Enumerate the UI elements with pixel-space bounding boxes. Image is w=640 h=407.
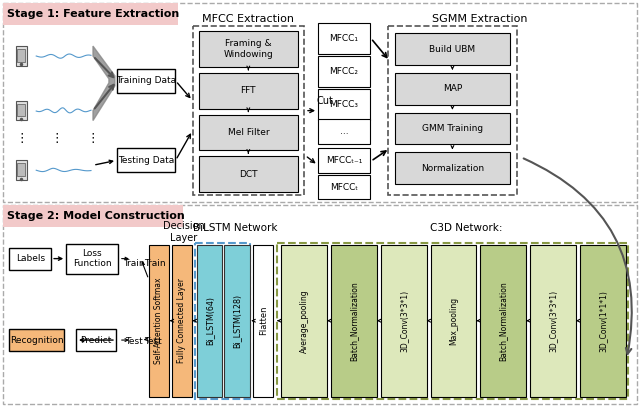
- Text: ⋮: ⋮: [87, 132, 99, 145]
- Text: Labels: Labels: [16, 254, 45, 263]
- Text: ⋮: ⋮: [50, 132, 63, 145]
- Bar: [318, 118, 370, 144]
- Bar: [253, 245, 273, 397]
- Bar: [198, 73, 298, 109]
- Text: ...: ...: [340, 127, 348, 136]
- Bar: [17, 163, 26, 176]
- Text: SGMM Extraction: SGMM Extraction: [431, 14, 527, 24]
- Bar: [318, 23, 370, 54]
- Text: C3D Network:: C3D Network:: [429, 223, 502, 233]
- Bar: [16, 160, 27, 180]
- Text: Test: Test: [144, 337, 161, 346]
- Text: Bi_LSTM(128): Bi_LSTM(128): [233, 293, 242, 348]
- Polygon shape: [93, 46, 115, 120]
- Text: 3D_Conv(3*3*1): 3D_Conv(3*3*1): [399, 290, 408, 352]
- Text: MFCC₂: MFCC₂: [330, 67, 358, 76]
- Bar: [431, 245, 476, 397]
- Text: Self-Attention Softmax: Self-Attention Softmax: [154, 278, 163, 364]
- Text: Loss
Function: Loss Function: [73, 249, 111, 268]
- Bar: [198, 31, 298, 67]
- Bar: [172, 245, 191, 397]
- Text: Batch_Normalization: Batch_Normalization: [349, 281, 358, 361]
- Text: MFCCₜ₋₁: MFCCₜ₋₁: [326, 156, 362, 165]
- Bar: [318, 149, 370, 173]
- Text: Framing &
Windowing: Framing & Windowing: [223, 39, 273, 59]
- Bar: [225, 245, 250, 397]
- Bar: [381, 245, 426, 397]
- Text: Flatten: Flatten: [259, 306, 268, 335]
- Bar: [148, 245, 169, 397]
- Text: Stage 2: Model Construction: Stage 2: Model Construction: [8, 211, 185, 221]
- Text: 3D_Conv(1*1*1): 3D_Conv(1*1*1): [598, 290, 607, 352]
- Bar: [10, 248, 51, 269]
- Bar: [3, 205, 182, 227]
- Text: Training Data: Training Data: [116, 77, 176, 85]
- Text: Batch_Normalization: Batch_Normalization: [499, 281, 508, 361]
- Text: ⋮: ⋮: [15, 132, 28, 145]
- Bar: [277, 243, 628, 399]
- Bar: [480, 245, 526, 397]
- Text: Testing Data: Testing Data: [118, 156, 174, 165]
- Text: Fully Connected Layer: Fully Connected Layer: [177, 278, 186, 363]
- Text: Cut: Cut: [317, 96, 333, 106]
- Text: Test: Test: [125, 337, 143, 346]
- Bar: [193, 26, 304, 195]
- Bar: [196, 245, 223, 397]
- Text: FFT: FFT: [241, 86, 256, 95]
- Text: MFCCₜ: MFCCₜ: [330, 183, 358, 192]
- Bar: [318, 89, 370, 120]
- Text: Build UBM: Build UBM: [429, 44, 476, 54]
- Bar: [117, 149, 175, 172]
- Text: DCT: DCT: [239, 170, 257, 179]
- Text: Average_pooling: Average_pooling: [300, 289, 308, 352]
- Text: Bi_LSTM(64): Bi_LSTM(64): [205, 296, 214, 345]
- Text: MFCC Extraction: MFCC Extraction: [202, 14, 294, 24]
- Bar: [318, 56, 370, 87]
- Bar: [66, 244, 118, 274]
- Bar: [3, 3, 637, 202]
- Bar: [281, 245, 327, 397]
- Bar: [16, 101, 27, 120]
- Text: Normalization: Normalization: [421, 164, 484, 173]
- Text: MFCC₃: MFCC₃: [330, 100, 358, 109]
- Text: Stage 1: Feature Extraction: Stage 1: Feature Extraction: [8, 9, 180, 19]
- Bar: [117, 69, 175, 93]
- Bar: [395, 73, 510, 105]
- Bar: [195, 243, 250, 399]
- Text: 3D_Conv(3*3*1): 3D_Conv(3*3*1): [548, 290, 557, 352]
- Bar: [3, 3, 178, 25]
- Bar: [17, 104, 26, 116]
- Text: MAP: MAP: [443, 84, 462, 93]
- Bar: [395, 152, 510, 184]
- Bar: [318, 175, 370, 199]
- Bar: [16, 46, 27, 66]
- Bar: [3, 205, 637, 404]
- Bar: [331, 245, 377, 397]
- Text: GMM Training: GMM Training: [422, 124, 483, 133]
- Bar: [580, 245, 626, 397]
- Bar: [198, 115, 298, 150]
- Bar: [17, 49, 26, 61]
- Text: Mel Filter: Mel Filter: [227, 128, 269, 137]
- Bar: [10, 329, 64, 351]
- Text: Train: Train: [123, 259, 145, 268]
- Text: Predict: Predict: [80, 335, 111, 345]
- Bar: [76, 329, 116, 351]
- Text: Recognition: Recognition: [10, 335, 63, 345]
- Bar: [395, 113, 510, 144]
- Text: BiLSTM Network: BiLSTM Network: [193, 223, 278, 233]
- Bar: [530, 245, 576, 397]
- Text: MFCC₁: MFCC₁: [330, 34, 358, 43]
- Bar: [198, 156, 298, 192]
- Bar: [388, 26, 517, 195]
- Text: Train: Train: [144, 259, 165, 268]
- Text: Max_pooling: Max_pooling: [449, 297, 458, 345]
- Text: Decision
Layer: Decision Layer: [163, 221, 204, 243]
- Bar: [395, 33, 510, 65]
